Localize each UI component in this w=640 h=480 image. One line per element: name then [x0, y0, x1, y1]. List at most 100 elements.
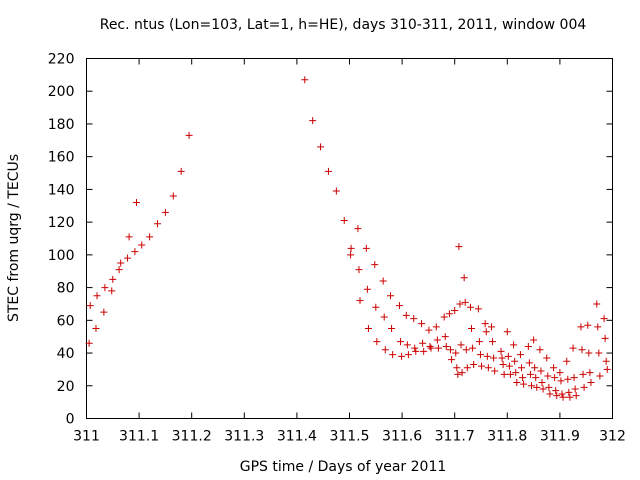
y-tick-label: 120 — [48, 215, 75, 231]
data-point — [451, 307, 458, 314]
data-point — [87, 302, 94, 309]
data-point — [584, 322, 591, 329]
y-tick-label: 180 — [48, 117, 75, 133]
data-point — [578, 346, 585, 353]
data-point — [501, 371, 508, 378]
data-point — [540, 386, 547, 393]
data-point — [404, 341, 411, 348]
data-point — [563, 358, 570, 365]
x-tick-label: 311.5 — [329, 429, 369, 445]
y-axis: 020406080100120140160180200220 — [48, 52, 613, 428]
data-point — [301, 76, 308, 83]
data-point — [434, 336, 441, 343]
data-point — [500, 361, 507, 368]
x-tick-label: 311.9 — [540, 429, 580, 445]
data-point — [354, 225, 361, 232]
data-point — [372, 304, 379, 311]
x-tick-label: 311 — [73, 429, 100, 445]
data-point — [365, 325, 372, 332]
x-tick-label: 311.3 — [224, 429, 264, 445]
data-point — [491, 368, 498, 375]
data-point — [468, 325, 475, 332]
data-point — [475, 305, 482, 312]
data-point — [601, 315, 608, 322]
data-point — [441, 314, 448, 321]
data-point — [433, 323, 440, 330]
data-point — [116, 266, 123, 273]
data-point — [403, 312, 410, 319]
data-point — [571, 374, 578, 381]
data-point — [519, 374, 526, 381]
data-point — [138, 242, 145, 249]
data-point — [504, 328, 511, 335]
data-point — [564, 376, 571, 383]
data-point — [489, 338, 496, 345]
data-point — [448, 356, 455, 363]
data-point — [348, 245, 355, 252]
data-point — [317, 143, 324, 150]
data-point — [178, 168, 185, 175]
data-point — [426, 343, 433, 350]
y-tick-label: 140 — [48, 182, 75, 198]
data-point — [544, 372, 551, 379]
data-point — [117, 260, 124, 267]
data-point — [398, 353, 405, 360]
data-point — [552, 387, 559, 394]
data-point — [488, 323, 495, 330]
data-point — [499, 354, 506, 361]
data-point — [604, 366, 611, 373]
data-point — [108, 287, 115, 294]
data-point — [602, 335, 609, 342]
data-point — [443, 343, 450, 350]
data-point — [463, 346, 470, 353]
data-point — [419, 340, 426, 347]
y-tick-label: 160 — [48, 150, 75, 166]
data-point — [528, 382, 535, 389]
data-point — [396, 302, 403, 309]
data-point — [459, 369, 466, 376]
data-point — [388, 325, 395, 332]
data-point — [357, 297, 364, 304]
data-point — [507, 371, 514, 378]
chart-title: Rec. ntus (Lon=103, Lat=1, h=HE), days 3… — [100, 17, 587, 33]
data-point — [347, 251, 354, 258]
data-point — [469, 345, 476, 352]
data-point — [594, 323, 601, 330]
data-point — [543, 354, 550, 361]
data-point — [363, 245, 370, 252]
data-point — [532, 374, 539, 381]
data-point — [603, 358, 610, 365]
data-point — [420, 348, 427, 355]
data-point — [497, 348, 504, 355]
data-point — [170, 192, 177, 199]
data-point — [526, 359, 533, 366]
data-point — [577, 323, 584, 330]
data-point — [146, 233, 153, 240]
plot-frame — [87, 59, 613, 419]
data-point — [580, 371, 587, 378]
x-tick-label: 311.4 — [277, 429, 317, 445]
data-point — [418, 320, 425, 327]
data-point — [455, 243, 462, 250]
data-point — [539, 379, 546, 386]
data-point — [512, 369, 519, 376]
data-point — [537, 368, 544, 375]
data-point — [133, 199, 140, 206]
data-point — [484, 353, 491, 360]
x-tick-label: 311.2 — [172, 429, 212, 445]
data-point — [124, 255, 131, 262]
y-tick-label: 100 — [48, 248, 75, 264]
data-point — [546, 390, 553, 397]
data-point — [109, 276, 116, 283]
data-point — [470, 361, 477, 368]
data-point — [333, 188, 340, 195]
data-point — [478, 363, 485, 370]
data-point — [533, 384, 540, 391]
data-point — [462, 299, 469, 306]
data-point — [586, 369, 593, 376]
data-point — [518, 364, 525, 371]
data-point — [382, 346, 389, 353]
data-point — [94, 292, 101, 299]
data-point — [131, 248, 138, 255]
